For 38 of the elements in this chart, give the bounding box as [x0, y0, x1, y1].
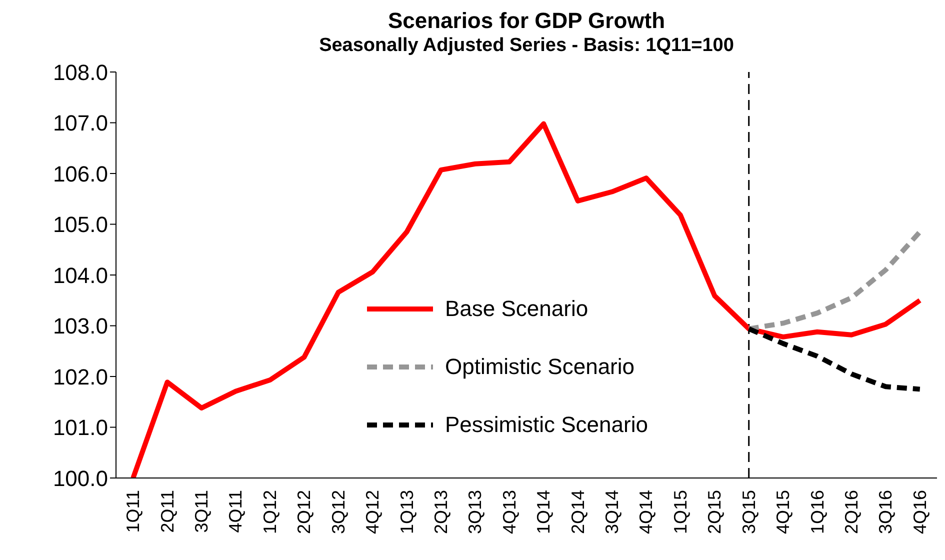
x-tick-label: 3Q13	[465, 490, 486, 534]
y-tick-label: 105.0	[52, 212, 108, 238]
x-tick-label: 1Q13	[396, 490, 417, 534]
y-tick-label: 108.0	[52, 60, 108, 85]
x-tick-label: 2Q11	[157, 490, 178, 533]
chart-subtitle: Seasonally Adjusted Series - Basis: 1Q11=100	[318, 34, 735, 58]
y-tick-label: 104.0	[52, 262, 108, 288]
x-tick-label: 3Q15	[738, 490, 759, 534]
y-tick-label: 101.0	[52, 415, 108, 440]
x-tick-label: 3Q12	[328, 490, 348, 534]
x-tick-label: 3Q11	[192, 490, 212, 533]
y-tick-label: 102.0	[52, 364, 108, 390]
x-tick-label: 2Q15	[704, 490, 725, 534]
x-tick-label: 1Q16	[807, 490, 828, 534]
x-tick-label: 2Q13	[430, 490, 451, 534]
x-tick-label: 4Q11	[226, 490, 246, 533]
legend-label: Base Scenario	[445, 296, 588, 322]
legend-label: Optimistic Scenario	[445, 354, 635, 380]
y-tick-label: 103.0	[52, 314, 108, 339]
chart-title: Scenarios for GDP Growth	[386, 8, 666, 34]
x-tick-label: 1Q11	[123, 490, 144, 533]
x-tick-label: 1Q14	[534, 490, 554, 534]
x-tick-label: 3Q16	[876, 490, 896, 534]
x-tick-label: 4Q12	[362, 490, 383, 534]
x-tick-label: 4Q14	[636, 490, 656, 534]
x-tick-label: 4Q15	[773, 490, 794, 534]
y-tick-label: 107.0	[52, 110, 108, 136]
x-tick-label: 2Q12	[294, 490, 314, 534]
x-tick-label: 4Q13	[499, 490, 520, 534]
x-tick-label: 2Q16	[841, 490, 862, 534]
y-tick-label: 106.0	[52, 161, 108, 186]
x-tick-label: 4Q16	[910, 490, 930, 534]
x-tick-label: 1Q12	[260, 490, 280, 534]
y-tick-label: 100.0	[52, 466, 108, 491]
x-tick-label: 2Q14	[568, 490, 588, 534]
x-tick-label: 1Q15	[670, 490, 690, 534]
x-tick-label: 3Q14	[602, 490, 622, 534]
legend-label: Pessimistic Scenario	[445, 412, 648, 438]
